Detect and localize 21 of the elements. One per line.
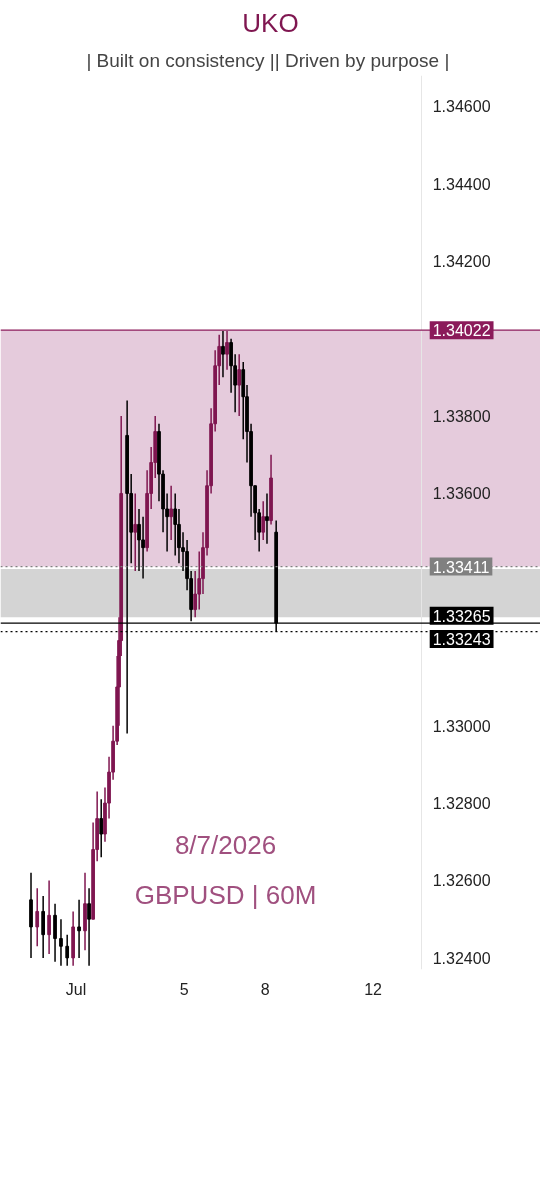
y-tick-label: 1.33000 <box>432 717 491 735</box>
y-tick-label: 1.34600 <box>432 98 491 116</box>
chart-title: UKO <box>242 7 299 38</box>
y-tick-label: 1.34200 <box>432 253 491 271</box>
y-tick-label: 1.33800 <box>432 408 491 426</box>
x-tick-label: 12 <box>364 980 383 998</box>
ref-line-label: 1.33243 <box>432 630 491 648</box>
y-tick-label: 1.32400 <box>432 949 491 967</box>
ref-line-label: 1.34022 <box>432 322 491 340</box>
y-tick-label: 1.33600 <box>432 485 491 503</box>
y-tick-label: 1.32800 <box>432 795 491 813</box>
annotation: 8/7/2026 <box>174 829 277 860</box>
y-tick-label: 1.34400 <box>432 175 491 193</box>
x-tick-label: 8 <box>260 980 270 998</box>
ref-line-label: 1.33265 <box>432 607 491 625</box>
annotation: GBPUSD | 60M <box>134 879 317 910</box>
x-tick-label: Jul <box>65 980 87 998</box>
ref-line-label: 1.33411 <box>432 558 490 576</box>
x-tick-label: 5 <box>179 980 189 998</box>
y-tick-label: 1.32600 <box>432 872 491 890</box>
chart-subtitle: | Built on consistency || Driven by purpose | <box>86 49 450 71</box>
